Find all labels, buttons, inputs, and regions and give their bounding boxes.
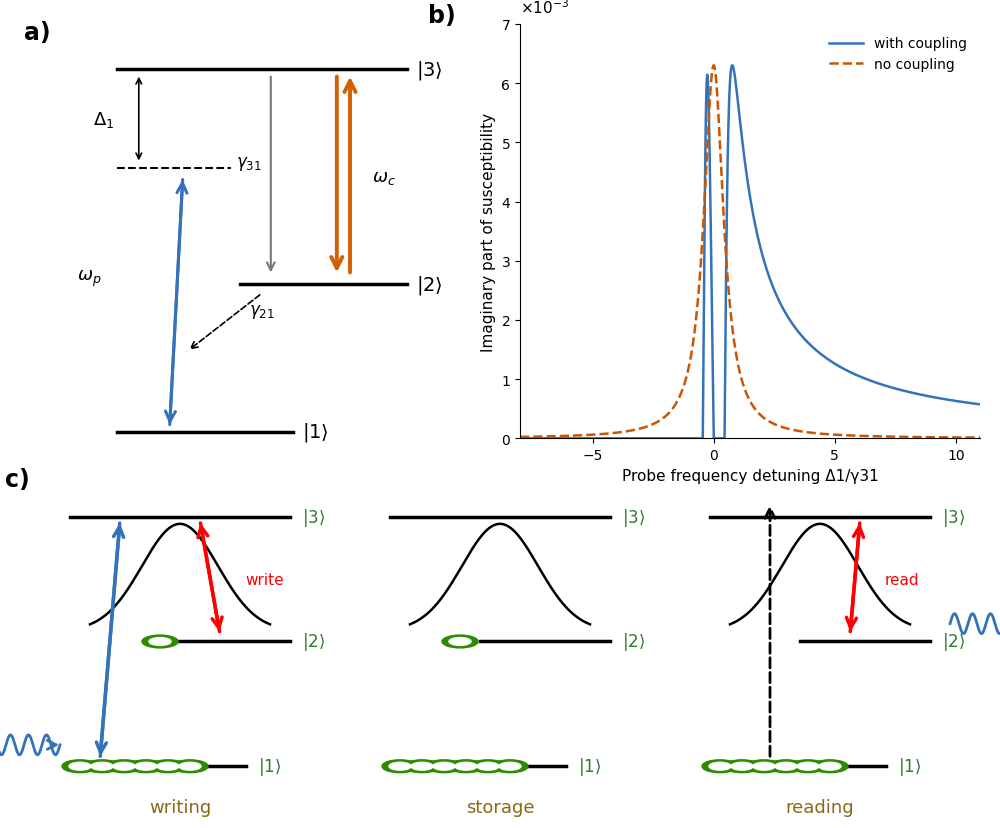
Circle shape <box>442 635 478 648</box>
Circle shape <box>768 760 804 773</box>
Circle shape <box>753 763 775 770</box>
Circle shape <box>142 635 178 648</box>
with coupling <box>974 400 986 410</box>
with coupling <box>806 342 818 352</box>
with coupling <box>537 434 549 444</box>
with coupling <box>786 320 798 330</box>
Circle shape <box>746 760 782 773</box>
with coupling <box>726 61 738 71</box>
Circle shape <box>709 763 731 770</box>
Circle shape <box>135 763 157 770</box>
with coupling <box>514 434 526 444</box>
Text: $|1\rangle$: $|1\rangle$ <box>302 421 328 444</box>
Text: read: read <box>885 572 920 587</box>
Circle shape <box>470 760 506 773</box>
Circle shape <box>812 760 848 773</box>
Text: c): c) <box>5 467 30 491</box>
Text: $|1\rangle$: $|1\rangle$ <box>258 755 281 777</box>
no coupling <box>708 61 720 71</box>
Circle shape <box>84 760 120 773</box>
Circle shape <box>724 760 760 773</box>
Circle shape <box>149 638 171 646</box>
Circle shape <box>797 763 819 770</box>
no coupling <box>855 431 867 441</box>
no coupling <box>514 432 526 442</box>
Text: $|2\rangle$: $|2\rangle$ <box>942 631 965 652</box>
Text: writing: writing <box>149 798 211 816</box>
Circle shape <box>790 760 826 773</box>
Text: $\omega_c$: $\omega_c$ <box>372 169 396 186</box>
Circle shape <box>775 763 797 770</box>
with coupling <box>681 434 693 444</box>
Line: with coupling: with coupling <box>520 66 980 439</box>
Text: $\gamma_{31}$: $\gamma_{31}$ <box>236 155 262 173</box>
Text: $|3\rangle$: $|3\rangle$ <box>416 59 443 82</box>
X-axis label: Probe frequency detuning Δ1/γ31: Probe frequency detuning Δ1/γ31 <box>622 468 878 483</box>
no coupling <box>880 432 892 442</box>
Text: $\times10^{-3}$: $\times10^{-3}$ <box>520 0 569 17</box>
Text: $|3\rangle$: $|3\rangle$ <box>302 506 325 528</box>
Circle shape <box>411 763 433 770</box>
Text: $|2\rangle$: $|2\rangle$ <box>622 631 645 652</box>
Circle shape <box>157 763 179 770</box>
Circle shape <box>433 763 455 770</box>
Circle shape <box>731 763 753 770</box>
Text: $\Delta_1$: $\Delta_1$ <box>93 109 114 129</box>
Circle shape <box>69 763 91 770</box>
Text: reading: reading <box>786 798 854 816</box>
Circle shape <box>404 760 440 773</box>
with coupling <box>880 381 892 391</box>
Text: $|3\rangle$: $|3\rangle$ <box>622 506 645 528</box>
Circle shape <box>382 760 418 773</box>
Circle shape <box>62 760 98 773</box>
Text: write: write <box>245 572 284 587</box>
Circle shape <box>455 763 477 770</box>
Circle shape <box>91 763 113 770</box>
Circle shape <box>492 760 528 773</box>
Text: $|2\rangle$: $|2\rangle$ <box>302 631 325 652</box>
Circle shape <box>113 763 135 770</box>
Text: $|2\rangle$: $|2\rangle$ <box>416 273 443 296</box>
Y-axis label: Imaginary part of susceptibility: Imaginary part of susceptibility <box>481 113 496 351</box>
Circle shape <box>172 760 208 773</box>
Text: $|3\rangle$: $|3\rangle$ <box>942 506 965 528</box>
Text: $|1\rangle$: $|1\rangle$ <box>578 755 601 777</box>
Circle shape <box>106 760 142 773</box>
Circle shape <box>702 760 738 773</box>
with coupling <box>855 373 867 383</box>
Circle shape <box>128 760 164 773</box>
Circle shape <box>179 763 201 770</box>
no coupling <box>681 372 693 382</box>
Circle shape <box>819 763 841 770</box>
Legend: with coupling, no coupling: with coupling, no coupling <box>823 31 973 78</box>
Text: $\gamma_{21}$: $\gamma_{21}$ <box>249 303 274 320</box>
Text: $\omega_p$: $\omega_p$ <box>77 268 102 288</box>
Circle shape <box>448 760 484 773</box>
Circle shape <box>389 763 411 770</box>
Circle shape <box>426 760 462 773</box>
Line: no coupling: no coupling <box>520 66 980 438</box>
Text: a): a) <box>24 21 51 45</box>
no coupling <box>537 432 549 442</box>
Text: $|1\rangle$: $|1\rangle$ <box>898 755 921 777</box>
Text: b): b) <box>428 4 456 28</box>
no coupling <box>806 428 818 438</box>
Text: storage: storage <box>466 798 534 816</box>
no coupling <box>786 426 798 436</box>
Circle shape <box>449 638 471 646</box>
no coupling <box>974 433 986 443</box>
Circle shape <box>499 763 521 770</box>
Circle shape <box>477 763 499 770</box>
Circle shape <box>150 760 186 773</box>
